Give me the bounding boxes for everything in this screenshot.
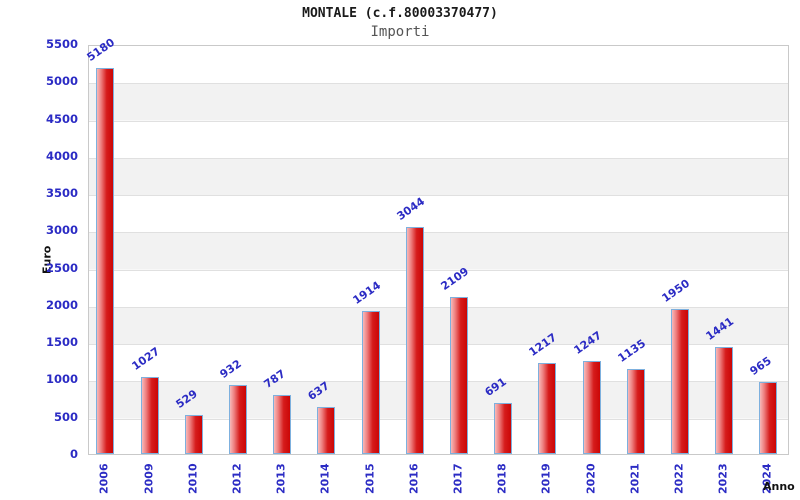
x-tick-label: 2016 [407, 463, 421, 495]
bar-2018 [494, 402, 513, 454]
y-tick-label: 1500 [45, 335, 78, 350]
gridline [89, 344, 788, 346]
bar-value-label: 787 [261, 367, 288, 392]
y-tick-label: 1000 [45, 372, 78, 387]
bar-2016 [405, 227, 424, 454]
gridline [89, 120, 788, 122]
bar-value-label: 3044 [394, 194, 427, 224]
bar-value-label: 965 [747, 354, 775, 379]
gridline [89, 232, 788, 234]
x-tick-label: 2015 [363, 463, 376, 495]
gridline [89, 418, 788, 420]
bar-2012 [228, 384, 247, 454]
bar-value-label: 1135 [615, 337, 648, 366]
y-tick-label: 4500 [45, 111, 78, 126]
bar-value-label: 1441 [703, 314, 737, 343]
gridline [89, 195, 788, 197]
bar-2019 [538, 363, 557, 454]
x-tick-label: 2017 [451, 463, 465, 495]
bar-2021 [626, 369, 645, 454]
x-tick-label: 2009 [142, 463, 155, 495]
bar-2017 [449, 296, 468, 454]
bar-value-label: 1247 [571, 328, 604, 358]
bar-value-label: 1950 [659, 276, 692, 305]
gridline [89, 83, 788, 85]
chart-subtitle: Importi [370, 24, 430, 40]
y-tick-label: 4000 [45, 148, 78, 163]
bar-2023 [715, 346, 734, 454]
x-tick-label: 2018 [495, 463, 509, 495]
y-tick-label: 2500 [45, 260, 78, 275]
bar-2014 [317, 406, 336, 454]
y-tick-label: 5500 [45, 37, 78, 51]
x-tick-label: 2021 [628, 463, 642, 495]
x-tick-label: 2023 [716, 463, 730, 495]
y-tick-label: 500 [53, 409, 78, 424]
gridline [89, 381, 788, 383]
y-tick-label: 5000 [45, 74, 78, 89]
y-tick-label: 3500 [45, 186, 78, 201]
bar-value-label: 1217 [526, 331, 560, 360]
bar-value-label: 1914 [350, 279, 383, 308]
bar-2015 [361, 311, 380, 454]
bar-2020 [582, 361, 601, 454]
bar-2006 [96, 67, 115, 454]
bar-value-label: 1027 [129, 345, 162, 374]
x-tick-label: 2022 [672, 463, 686, 495]
bar-2024 [759, 382, 778, 454]
y-tick-label: 0 [69, 447, 78, 461]
plot-area: 5180 1027 529 932 787 637 1914 3044 2109 691 1217 1… [85, 36, 789, 455]
x-tick-label: 2006 [97, 463, 111, 495]
gridline [89, 157, 788, 159]
bar-value-label: 932 [217, 356, 244, 381]
bar-value-label: 691 [482, 374, 509, 399]
x-tick-label: 2013 [274, 463, 288, 495]
y-tick-label: 2000 [45, 297, 78, 312]
bar-2009 [140, 377, 159, 454]
gridline [89, 306, 788, 308]
x-tick-label: 2012 [230, 463, 244, 495]
y-tick-label: 3000 [45, 223, 78, 238]
gridline [89, 269, 788, 271]
x-tick-label: 2010 [186, 463, 200, 495]
bar-2013 [273, 395, 292, 454]
bar-value-label: 529 [173, 386, 200, 411]
chart-title: MONTALE (c.f.80003370477) [302, 6, 498, 21]
x-tick-label: 2020 [584, 463, 597, 495]
x-tick-label: 2019 [539, 463, 553, 495]
bar-2010 [184, 414, 203, 454]
bar-2022 [670, 308, 689, 454]
x-tick-label: 2014 [318, 463, 332, 495]
x-axis-label: Anno [763, 480, 795, 493]
